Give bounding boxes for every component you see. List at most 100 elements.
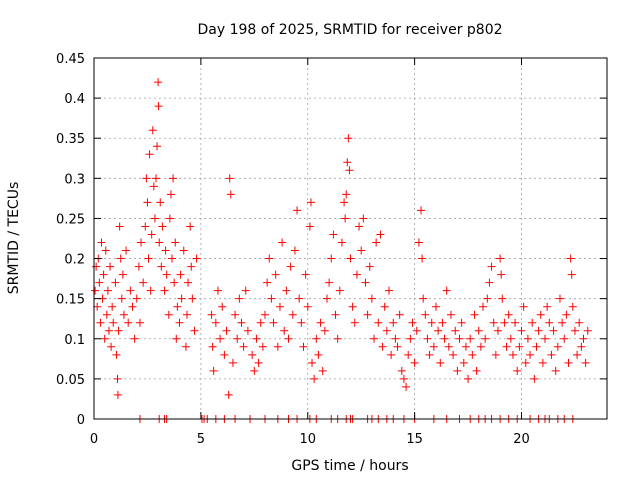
data-point	[464, 374, 473, 383]
data-point	[293, 206, 302, 215]
data-point	[352, 270, 361, 279]
data-point	[508, 350, 517, 359]
y-tick-label: 0.4	[64, 92, 85, 107]
data-point	[299, 342, 308, 351]
data-point	[543, 302, 552, 311]
data-point	[226, 190, 235, 199]
y-tick-label: 0.1	[64, 333, 85, 348]
grid-lines	[94, 58, 607, 419]
x-tick-label: 15	[406, 432, 423, 447]
data-point	[218, 302, 227, 311]
data-point	[143, 198, 152, 207]
data-point	[93, 302, 102, 311]
data-point	[286, 262, 295, 271]
data-point	[474, 326, 483, 335]
data-point	[184, 278, 193, 287]
data-point	[343, 158, 352, 167]
data-point	[442, 286, 451, 295]
data-point	[427, 318, 436, 327]
data-point	[115, 222, 124, 231]
data-point	[169, 174, 178, 183]
data-point	[165, 214, 174, 223]
data-point	[101, 246, 110, 255]
data-point	[391, 334, 400, 343]
data-point	[372, 238, 381, 247]
data-point	[455, 334, 464, 343]
data-point	[233, 334, 242, 343]
data-point	[128, 302, 137, 311]
x-tick-label: 5	[197, 432, 205, 447]
data-point	[395, 310, 404, 319]
data-point	[331, 310, 340, 319]
data-point	[419, 294, 428, 303]
data-point	[312, 334, 321, 343]
data-point	[161, 246, 170, 255]
data-point	[329, 230, 338, 239]
data-point	[113, 390, 122, 399]
data-point	[148, 126, 157, 135]
data-point	[310, 374, 319, 383]
data-point	[547, 350, 556, 359]
data-point	[151, 174, 160, 183]
x-axis-label: GPS time / hours	[291, 458, 408, 474]
data-point	[176, 270, 185, 279]
data-point	[446, 310, 455, 319]
data-point	[280, 326, 289, 335]
data-point	[102, 310, 111, 319]
data-point	[305, 222, 314, 231]
data-point	[91, 286, 100, 295]
data-point	[209, 366, 218, 375]
y-tick-label: 0.35	[56, 132, 85, 147]
data-point	[216, 334, 225, 343]
data-point	[106, 262, 115, 271]
data-point	[333, 334, 342, 343]
y-tick-label: 0.15	[56, 293, 85, 308]
data-point	[207, 310, 216, 319]
data-point	[553, 342, 562, 351]
data-point	[558, 318, 567, 327]
data-point	[132, 294, 141, 303]
data-point	[417, 206, 426, 215]
data-point	[284, 334, 293, 343]
data-point	[104, 326, 113, 335]
data-point	[459, 358, 468, 367]
data-point	[241, 286, 250, 295]
data-point	[186, 222, 195, 231]
x-tick-label: 10	[299, 432, 316, 447]
data-point	[144, 254, 153, 263]
data-point	[327, 254, 336, 263]
data-point	[382, 326, 391, 335]
data-point	[181, 342, 190, 351]
data-point	[157, 262, 166, 271]
data-point	[502, 342, 511, 351]
data-point	[92, 262, 101, 271]
data-point	[476, 342, 485, 351]
data-point	[528, 318, 537, 327]
data-point	[575, 318, 584, 327]
data-point	[342, 190, 351, 199]
data-point	[265, 254, 274, 263]
data-point	[541, 334, 550, 343]
data-point	[436, 358, 445, 367]
data-point	[282, 286, 291, 295]
plot-frame	[93, 57, 608, 420]
data-point	[363, 310, 372, 319]
data-point	[150, 214, 159, 223]
data-point	[564, 358, 573, 367]
data-point	[112, 350, 121, 359]
data-point	[568, 302, 577, 311]
data-point	[254, 358, 263, 367]
data-point	[429, 342, 438, 351]
data-point	[190, 326, 199, 335]
data-point	[267, 294, 276, 303]
data-point	[350, 318, 359, 327]
data-point	[177, 294, 186, 303]
data-point	[162, 270, 171, 279]
data-point	[158, 222, 167, 231]
data-point	[116, 254, 125, 263]
data-point	[154, 102, 163, 111]
data-point	[100, 334, 109, 343]
data-point	[487, 262, 496, 271]
data-point	[583, 326, 592, 335]
data-point	[314, 350, 323, 359]
